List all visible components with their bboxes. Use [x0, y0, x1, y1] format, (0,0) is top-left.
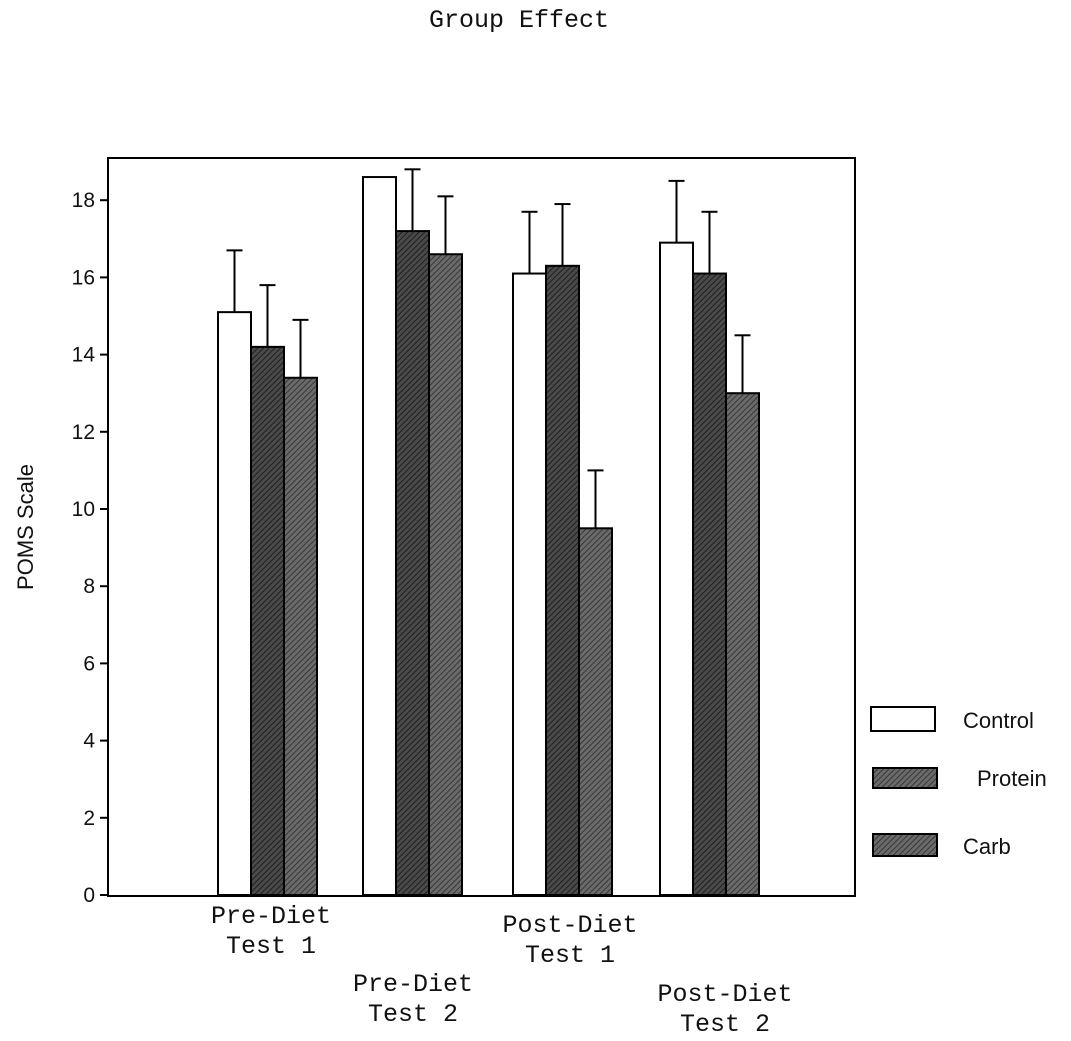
y-tick-label-6: 6: [83, 652, 95, 675]
legend-item-protein: Protein: [872, 766, 1047, 791]
bar-control-2: [512, 272, 547, 897]
legend-item-carb: Carb: [872, 833, 1011, 859]
y-tick-label-10: 10: [72, 498, 95, 521]
bar-protein-0: [250, 345, 285, 896]
y-tick-label-14: 14: [72, 344, 96, 367]
x-category-label-2-line-0: Post-Diet: [502, 911, 637, 940]
legend-swatch-protein: [872, 767, 938, 789]
y-tick-label-12: 12: [72, 421, 95, 444]
legend-label-carb: Carb: [963, 834, 1011, 859]
legend: Control Protein Carb: [870, 706, 1047, 859]
y-tick-label-8: 8: [83, 575, 95, 598]
y-axis-label: POMS Scale: [13, 464, 38, 590]
legend-swatch-carb: [872, 833, 938, 857]
x-category-label-1-line-1: Test 2: [368, 1000, 458, 1029]
bar-protein-2: [545, 264, 580, 896]
y-axis: 0 2 4 6 8 10 12 14 16 18: [72, 189, 108, 907]
y-tick-label-18: 18: [72, 189, 95, 212]
bar-protein-3: [692, 272, 727, 897]
bar-carb-3: [725, 392, 760, 896]
x-category-label-3-line-0: Post-Diet: [657, 980, 792, 1009]
x-category-label-3-line-1: Test 2: [680, 1010, 770, 1039]
legend-label-protein: Protein: [977, 766, 1047, 791]
legend-label-control: Control: [963, 708, 1034, 733]
y-tick-label-0: 0: [83, 884, 95, 907]
legend-swatch-control: [870, 706, 936, 732]
bar-carb-2: [578, 527, 613, 896]
bar-control-0: [217, 311, 252, 896]
y-tick-label-4: 4: [83, 730, 95, 753]
x-category-label-1-line-0: Pre-Diet: [353, 970, 473, 999]
plot-area-frame: [107, 157, 856, 897]
y-tick-label-2: 2: [83, 807, 95, 830]
bar-control-3: [659, 241, 694, 897]
y-tick-label-16: 16: [72, 266, 95, 289]
legend-item-control: Control: [870, 706, 1034, 733]
bar-carb-1: [428, 253, 463, 897]
x-category-label-0-line-0: Pre-Diet: [211, 902, 331, 931]
bar-control-1: [362, 176, 397, 897]
bar-protein-1: [395, 230, 430, 896]
chart-title: Group Effect: [429, 6, 609, 35]
bar-carb-0: [283, 376, 318, 896]
x-category-label-0-line-1: Test 1: [226, 932, 316, 961]
bars-group: [217, 168, 760, 897]
x-category-label-2-line-1: Test 1: [525, 941, 615, 970]
